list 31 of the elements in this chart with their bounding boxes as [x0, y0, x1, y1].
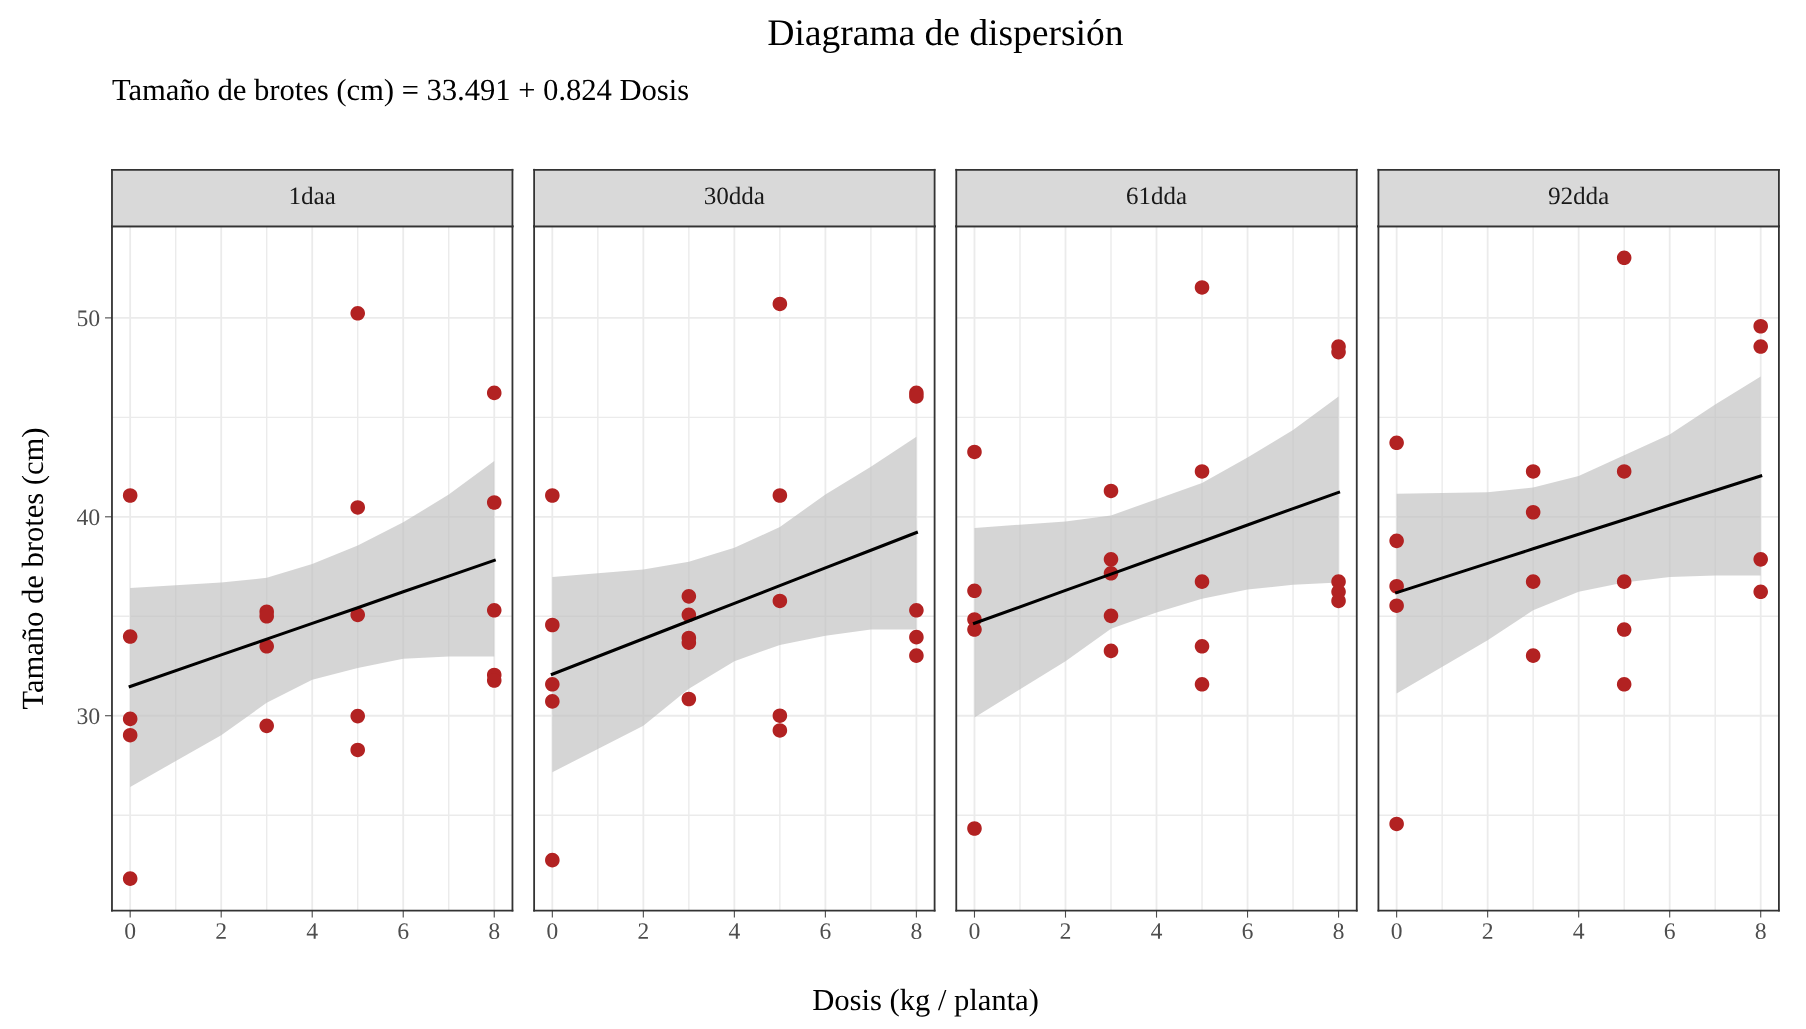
x-tick-label: 6 — [1242, 923, 1253, 940]
text: Diagrama de dispersión — [768, 18, 1123, 54]
x-tick-label: 6 — [398, 923, 409, 940]
x-tick-label: 4 — [1151, 923, 1163, 939]
x-tick-label: 0 — [125, 923, 136, 940]
y-tick-label: 40 — [77, 509, 100, 526]
y-tick-label: 50 — [77, 310, 100, 327]
y-tick-label: 30 — [77, 708, 100, 725]
x-tick-label: 8 — [1755, 923, 1766, 940]
x-tick-label: 8 — [911, 923, 922, 940]
x-tick-label: 0 — [969, 923, 980, 940]
x-axis-title: Dosis (kg / planta) — [813, 988, 1038, 1017]
x-tick-label: 2 — [638, 923, 648, 939]
chart-title: 92dda — [1548, 186, 1609, 205]
x-tick-label: 2 — [1060, 923, 1071, 939]
x-tick-label: 6 — [820, 923, 831, 940]
chart-title: 1daa — [290, 186, 336, 205]
text: Tamaño de brotes (cm) = 33.491 + 0.824 Dosis — [112, 78, 688, 107]
x-tick-label: 2 — [216, 923, 226, 939]
x-tick-label: 8 — [1333, 923, 1344, 940]
x-tick-label: 6 — [1664, 923, 1675, 940]
chart-title: 61dda — [1127, 186, 1187, 205]
chart-title: 30dda — [705, 186, 765, 205]
x-tick-label: 8 — [489, 923, 500, 940]
x-tick-label: 0 — [547, 923, 558, 940]
x-tick-label: 2 — [1482, 923, 1493, 939]
x-tick-label: 4 — [1573, 923, 1585, 939]
x-tick-label: 4 — [728, 923, 740, 939]
y-axis-title: Tamaño de brotes (cm) — [21, 428, 50, 710]
x-tick-label: 0 — [1391, 923, 1402, 940]
x-tick-label: 4 — [306, 923, 318, 939]
